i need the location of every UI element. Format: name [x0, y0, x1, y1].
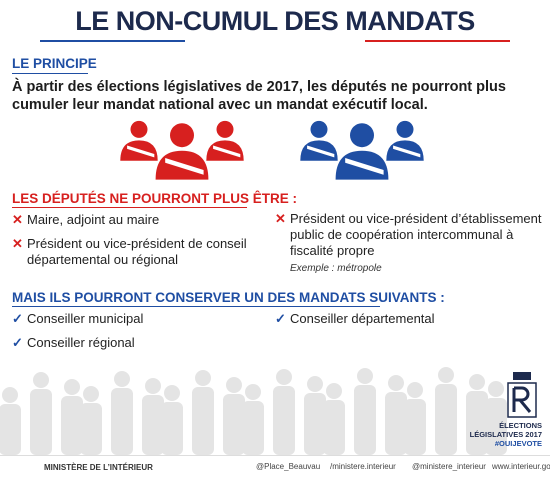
crowd-body: [223, 394, 245, 455]
crowd-head: [164, 385, 180, 401]
social-link: /ministere.interieur: [330, 462, 396, 471]
heading-rule: [12, 207, 247, 208]
crowd-body: [273, 386, 295, 455]
crowd-head: [488, 381, 504, 397]
principle-text: À partir des élections législatives de 2…: [12, 79, 506, 113]
social-link: @Place_Beauvau: [256, 462, 321, 471]
people-blue: [300, 120, 424, 180]
person-head: [310, 120, 328, 138]
person-sash: [345, 158, 384, 175]
crowd-body: [242, 401, 264, 455]
section-heading: LES DÉPUTÉS NE POURRONT PLUS ÊTRE :: [12, 191, 298, 206]
crowd-head: [226, 377, 242, 393]
crowd-body: [0, 404, 21, 455]
crowd-head: [326, 383, 342, 399]
crowd-head: [276, 369, 292, 385]
can-item: ✓ Conseiller régional: [12, 335, 135, 350]
can-item: ✓ Conseiller départemental: [275, 311, 435, 326]
crowd-head: [64, 379, 80, 395]
section-heading: MAIS ILS POURRONT CONSERVER UN DES MANDA…: [12, 290, 445, 305]
can-item: ✓ Conseiller municipal: [12, 311, 144, 326]
cannot-item: ✕ Président ou vice-président d’établisse…: [275, 211, 542, 274]
person-sash: [165, 158, 204, 175]
item-text: Président ou vice-président de conseil d…: [27, 236, 247, 267]
crowd-head: [307, 376, 323, 392]
crowd-body: [404, 399, 426, 455]
crowd-body: [354, 385, 376, 455]
crowd-body: [142, 395, 164, 455]
crowd-head: [388, 375, 404, 391]
republic-emblem: [507, 372, 537, 418]
social-link: @ministere_interieur: [412, 462, 486, 471]
crowd-head: [83, 386, 99, 402]
crowd-body: [304, 393, 326, 455]
crowd-body: [61, 396, 83, 455]
person-sash: [307, 145, 335, 158]
badge-line: ÉLECTIONS: [499, 421, 542, 430]
person-sash: [213, 145, 241, 158]
person-head: [350, 123, 374, 148]
crowd-head: [469, 374, 485, 390]
cannot-item: ✕ Maire, adjoint au maire: [12, 212, 160, 227]
crowd-body: [485, 398, 507, 455]
crowd-body: [323, 400, 345, 455]
crowd-silhouettes: [0, 367, 507, 455]
people-red: [120, 120, 244, 180]
crowd-head: [438, 367, 454, 383]
cannot-item: ✕ Président ou vice-président de conseil …: [12, 236, 247, 267]
crowd-body: [111, 388, 133, 455]
example: Exemple : métropole: [290, 263, 382, 274]
ministry: MINISTÈRE DE L’INTÉRIEUR: [44, 463, 153, 472]
heading-rule: [12, 73, 88, 74]
crowd-head: [145, 378, 161, 394]
crowd-body: [466, 391, 488, 455]
crowd-head: [357, 368, 373, 384]
crowd-body: [30, 389, 52, 455]
crowd-body: [192, 387, 214, 455]
crowd-body: [435, 384, 457, 455]
item-text: Conseiller départemental: [290, 311, 435, 326]
item-text: Conseiller régional: [27, 335, 135, 350]
item-text: Conseiller municipal: [27, 311, 144, 326]
crowd-head: [245, 384, 261, 400]
section-heading: LE PRINCIPE: [12, 56, 97, 71]
crowd-body: [80, 403, 102, 455]
person-sash: [127, 145, 155, 158]
badge-line: #OUIJEVOTE: [494, 439, 542, 448]
person-head: [130, 120, 148, 138]
person-head: [216, 120, 234, 138]
person-head: [170, 123, 194, 148]
crowd-head: [195, 370, 211, 386]
crowd-head: [114, 371, 130, 387]
item-text: Président ou vice-président d’établissem…: [290, 211, 542, 258]
heading-rule: [12, 306, 380, 307]
person-head: [396, 120, 414, 138]
social-link: www.interieur.gouv.fr: [492, 462, 550, 471]
footer: MINISTÈRE DE L’INTÉRIEUR @Place_Beauvau …: [0, 455, 550, 478]
crowd-head: [2, 387, 18, 403]
title: LE NON-CUMUL DES MANDATS: [75, 6, 475, 36]
person-sash: [393, 145, 421, 158]
crowd-head: [407, 382, 423, 398]
badge-line: LÉGISLATIVES 2017: [469, 430, 542, 439]
crowd-body: [385, 392, 407, 455]
crowd-body: [161, 402, 183, 455]
item-text: Maire, adjoint au maire: [27, 212, 160, 227]
crowd-head: [33, 372, 49, 388]
